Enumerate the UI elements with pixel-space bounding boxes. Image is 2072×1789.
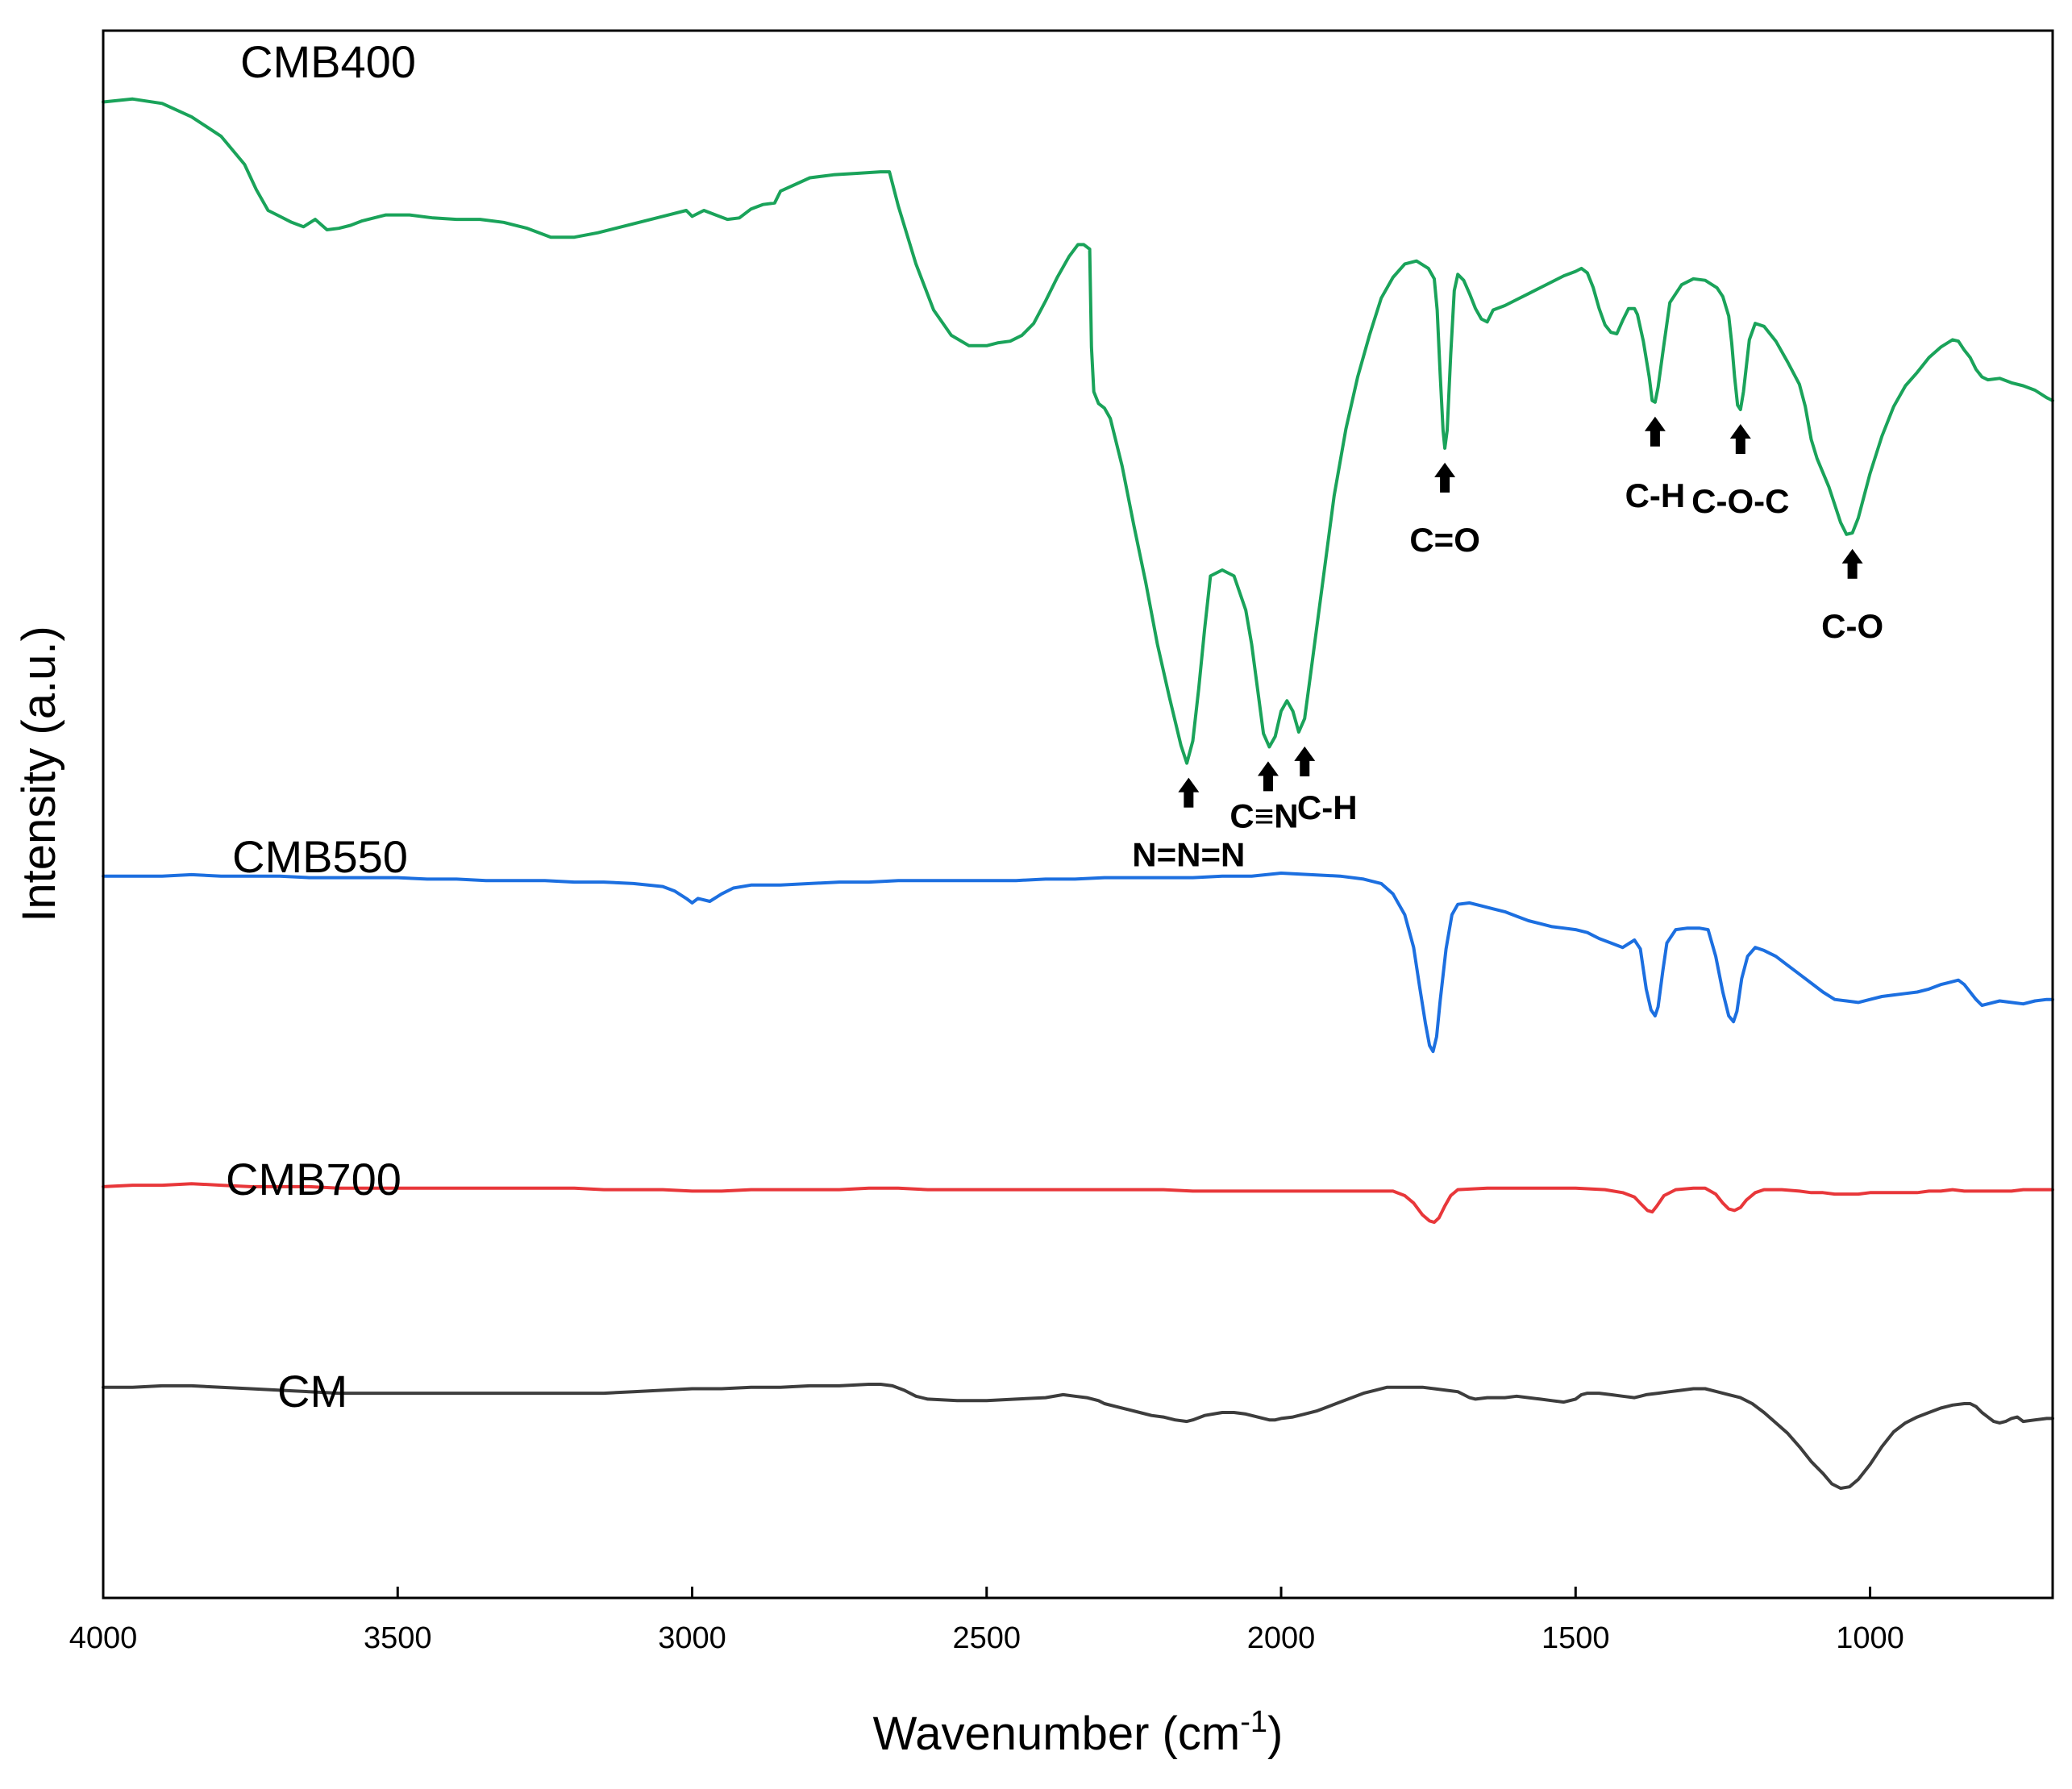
annotation-1: C≡N: [1229, 761, 1299, 834]
x-tick-label-3000: 3000: [658, 1621, 726, 1655]
annotation-label-0: N=N=N: [1132, 836, 1245, 874]
series-label-cmb550: CMB550: [232, 831, 408, 882]
annotation-arrow-head-4: [1644, 416, 1666, 431]
annotation-label-3: C=O: [1409, 521, 1480, 559]
x-tick-label-3500: 3500: [364, 1621, 432, 1655]
annotation-arrow-shaft-2: [1300, 759, 1310, 776]
annotation-label-6: C-O: [1821, 607, 1883, 645]
annotation-label-2: C-H: [1297, 788, 1358, 826]
series-label-cmb700: CMB700: [226, 1154, 402, 1204]
annotation-layer: N=N=NC≡NC-HC=OC-H C-O-CC-O: [1132, 416, 1883, 874]
annotation-3: C=O: [1409, 462, 1480, 559]
x-tick-label-1000: 1000: [1836, 1621, 1904, 1655]
annotation-arrow-head-1: [1257, 761, 1279, 776]
annotation-arrow-head-2: [1294, 746, 1316, 761]
y-axis-label: Intensity (a.u.): [13, 626, 65, 922]
annotation-label-1: C≡N: [1229, 797, 1298, 834]
annotation-arrow-shaft-4: [1650, 430, 1660, 447]
annotation-2: C-H: [1294, 746, 1358, 826]
annotation-arrow-head-5: [1729, 424, 1751, 439]
annotation-arrow-shaft-0: [1184, 791, 1194, 808]
x-tick-label-2500: 2500: [952, 1621, 1021, 1655]
annotation-arrow-shaft-6: [1847, 562, 1858, 579]
annotation-6: C-O: [1821, 548, 1883, 645]
annotation-0: N=N=N: [1132, 777, 1245, 874]
x-axis-label-close: ): [1267, 1708, 1283, 1760]
series-line-cm: [102, 1383, 2054, 1490]
x-axis-label-main: Wavenumber (cm: [873, 1708, 1241, 1760]
annotation-4: C-H: [1625, 416, 1686, 514]
x-tick-label-1500: 1500: [1542, 1621, 1610, 1655]
x-axis-label: Wavenumber (cm-1): [873, 1705, 1284, 1760]
annotation-arrow-shaft-5: [1735, 438, 1745, 455]
x-tick-label-4000: 4000: [69, 1621, 138, 1655]
annotation-arrow-head-3: [1434, 462, 1456, 477]
annotation-label-4: C-H: [1625, 476, 1686, 514]
series-line-cmb700: [102, 1182, 2054, 1225]
series-line-cmb550: [102, 872, 2054, 1054]
series-label-cmb400: CMB400: [240, 36, 416, 87]
annotation-label-5: C-O-C: [1691, 482, 1789, 520]
plot-frame: [102, 29, 2054, 1600]
series-layer: CMB400 CMB550 CMB700 CM: [102, 36, 2054, 1490]
x-tick-label-2000: 2000: [1247, 1621, 1316, 1655]
annotation-arrow-shaft-3: [1440, 476, 1450, 493]
annotation-5: C-O-C: [1691, 424, 1789, 520]
series-label-cm: CM: [277, 1366, 347, 1417]
series-line-cmb400: [102, 97, 2054, 765]
annotation-arrow-head-6: [1841, 548, 1863, 564]
x-axis: 4000 3500 3000 2500 2000 1500 1000: [69, 1587, 1904, 1655]
annotation-arrow-shaft-1: [1263, 775, 1273, 792]
x-axis-label-superscript: -1: [1240, 1705, 1267, 1739]
annotation-arrow-head-0: [1178, 777, 1200, 793]
